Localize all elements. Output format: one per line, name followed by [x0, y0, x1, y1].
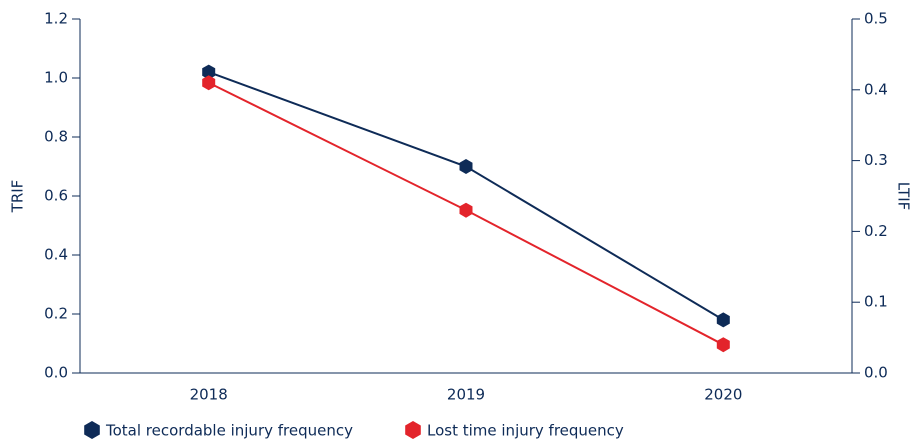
point-marker	[459, 159, 473, 174]
y-tick-label: 1.0	[44, 69, 68, 87]
y-tick-label: 0.6	[44, 187, 68, 205]
legend-label: Lost time injury frequency	[427, 422, 624, 440]
y-tick-label: 0.8	[44, 128, 68, 146]
point-marker	[202, 75, 216, 91]
y2-tick-label: 0.5	[864, 10, 888, 28]
x-tick-label: 2018	[190, 386, 228, 404]
point-marker	[716, 337, 730, 353]
point-marker	[459, 202, 473, 218]
legend-swatch	[405, 421, 421, 439]
y-tick-label: 0.0	[44, 364, 68, 382]
y2-axis-label: LTIF	[895, 182, 910, 211]
legend-swatch	[84, 421, 100, 439]
y2-tick-label: 0.1	[864, 293, 888, 311]
y-tick-label: 0.2	[44, 305, 68, 323]
y2-tick-label: 0.3	[864, 151, 888, 169]
x-tick-label: 2019	[447, 386, 485, 404]
point-marker	[202, 64, 216, 80]
y-axis-label: TRIF	[9, 180, 27, 214]
y-tick-label: 1.2	[44, 10, 68, 28]
y2-tick-label: 0.0	[864, 364, 888, 382]
y-tick-label: 0.4	[44, 246, 68, 264]
x-tick-label: 2020	[704, 386, 742, 404]
point-marker	[716, 312, 730, 328]
series-line	[208, 71, 724, 321]
legend-label: Total recordable injury frequency	[105, 422, 353, 440]
y2-tick-label: 0.2	[864, 222, 888, 240]
y2-tick-label: 0.4	[864, 80, 888, 98]
